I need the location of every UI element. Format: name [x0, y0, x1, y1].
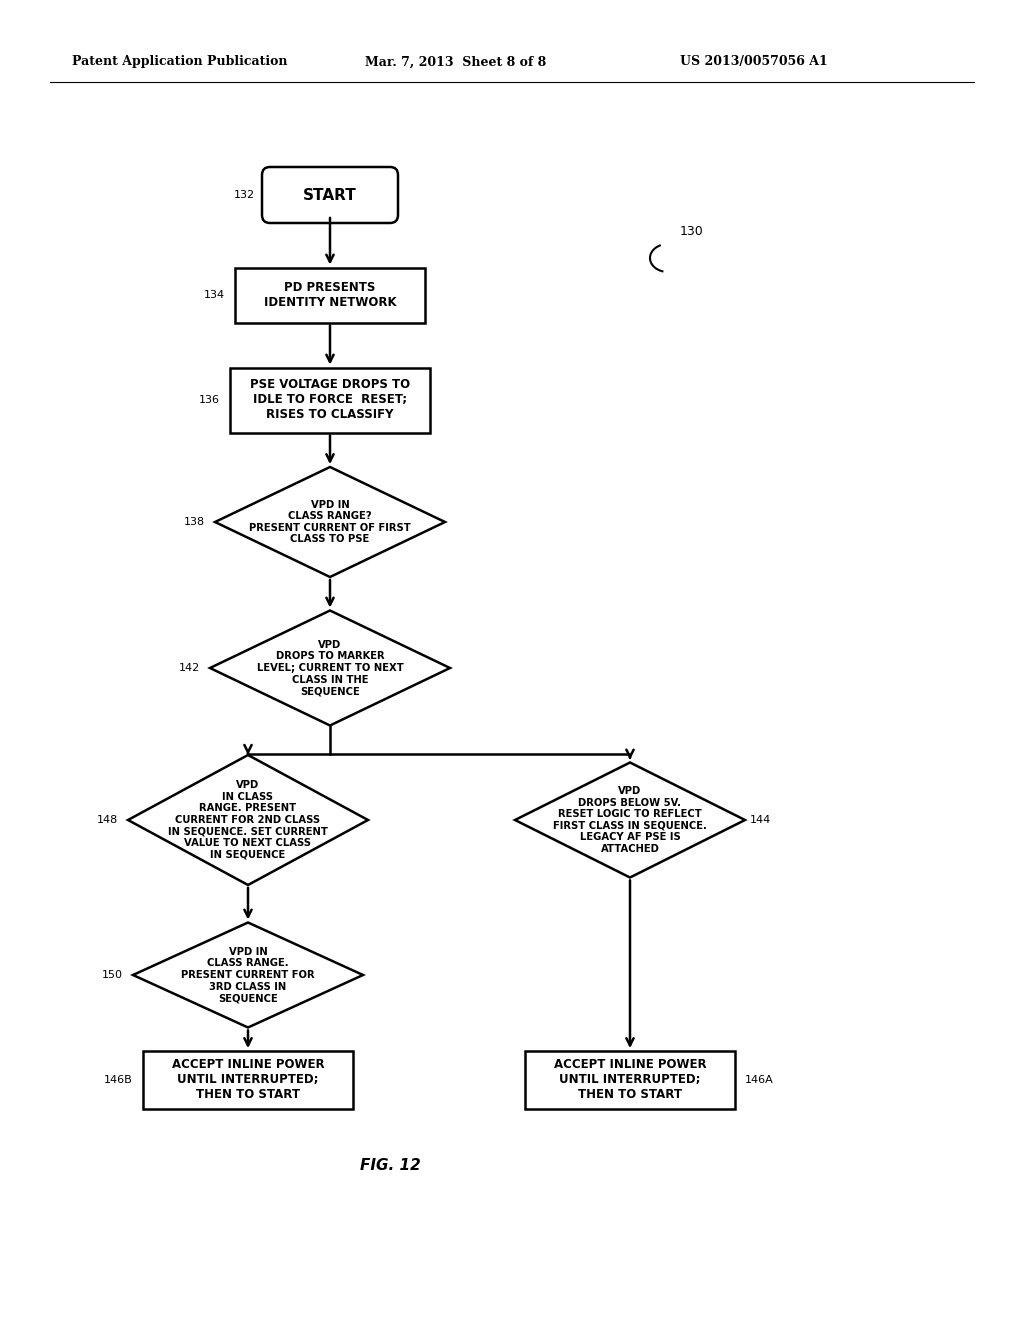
Polygon shape — [215, 467, 445, 577]
Text: VPD IN
CLASS RANGE.
PRESENT CURRENT FOR
3RD CLASS IN
SEQUENCE: VPD IN CLASS RANGE. PRESENT CURRENT FOR … — [181, 946, 314, 1003]
Text: VPD
DROPS BELOW 5V.
RESET LOGIC TO REFLECT
FIRST CLASS IN SEQUENCE.
LEGACY AF PS: VPD DROPS BELOW 5V. RESET LOGIC TO REFLE… — [553, 785, 707, 854]
Text: VPD IN
CLASS RANGE?
PRESENT CURRENT OF FIRST
CLASS TO PSE: VPD IN CLASS RANGE? PRESENT CURRENT OF F… — [249, 499, 411, 544]
Text: PD PRESENTS
IDENTITY NETWORK: PD PRESENTS IDENTITY NETWORK — [264, 281, 396, 309]
Text: 136: 136 — [199, 395, 220, 405]
Bar — [234, 268, 425, 322]
Text: 132: 132 — [233, 190, 255, 201]
Text: 142: 142 — [179, 663, 200, 673]
Text: 146A: 146A — [745, 1074, 774, 1085]
FancyBboxPatch shape — [262, 168, 398, 223]
Text: START: START — [303, 187, 357, 202]
Text: 150: 150 — [102, 970, 123, 979]
Bar — [230, 367, 430, 433]
Polygon shape — [133, 923, 362, 1027]
Text: 148: 148 — [96, 814, 118, 825]
Polygon shape — [210, 610, 450, 726]
Bar — [525, 1051, 735, 1109]
Text: 138: 138 — [184, 517, 205, 527]
Polygon shape — [128, 755, 368, 884]
Bar — [143, 1051, 353, 1109]
Text: 146B: 146B — [104, 1074, 133, 1085]
Text: PSE VOLTAGE DROPS TO
IDLE TO FORCE  RESET;
RISES TO CLASSIFY: PSE VOLTAGE DROPS TO IDLE TO FORCE RESET… — [250, 379, 410, 421]
Text: ACCEPT INLINE POWER
UNTIL INTERRUPTED;
THEN TO START: ACCEPT INLINE POWER UNTIL INTERRUPTED; T… — [554, 1059, 707, 1101]
Text: Patent Application Publication: Patent Application Publication — [72, 55, 288, 69]
Text: VPD
DROPS TO MARKER
LEVEL; CURRENT TO NEXT
CLASS IN THE
SEQUENCE: VPD DROPS TO MARKER LEVEL; CURRENT TO NE… — [257, 640, 403, 696]
Text: US 2013/0057056 A1: US 2013/0057056 A1 — [680, 55, 827, 69]
Text: VPD
IN CLASS
RANGE. PRESENT
CURRENT FOR 2ND CLASS
IN SEQUENCE. SET CURRENT
VALUE: VPD IN CLASS RANGE. PRESENT CURRENT FOR … — [168, 780, 328, 859]
Text: Mar. 7, 2013  Sheet 8 of 8: Mar. 7, 2013 Sheet 8 of 8 — [365, 55, 546, 69]
Text: 134: 134 — [204, 290, 225, 300]
Text: 130: 130 — [680, 224, 703, 238]
Text: ACCEPT INLINE POWER
UNTIL INTERRUPTED;
THEN TO START: ACCEPT INLINE POWER UNTIL INTERRUPTED; T… — [172, 1059, 325, 1101]
Text: FIG. 12: FIG. 12 — [359, 1158, 421, 1172]
Text: 144: 144 — [750, 814, 771, 825]
Polygon shape — [515, 763, 745, 878]
